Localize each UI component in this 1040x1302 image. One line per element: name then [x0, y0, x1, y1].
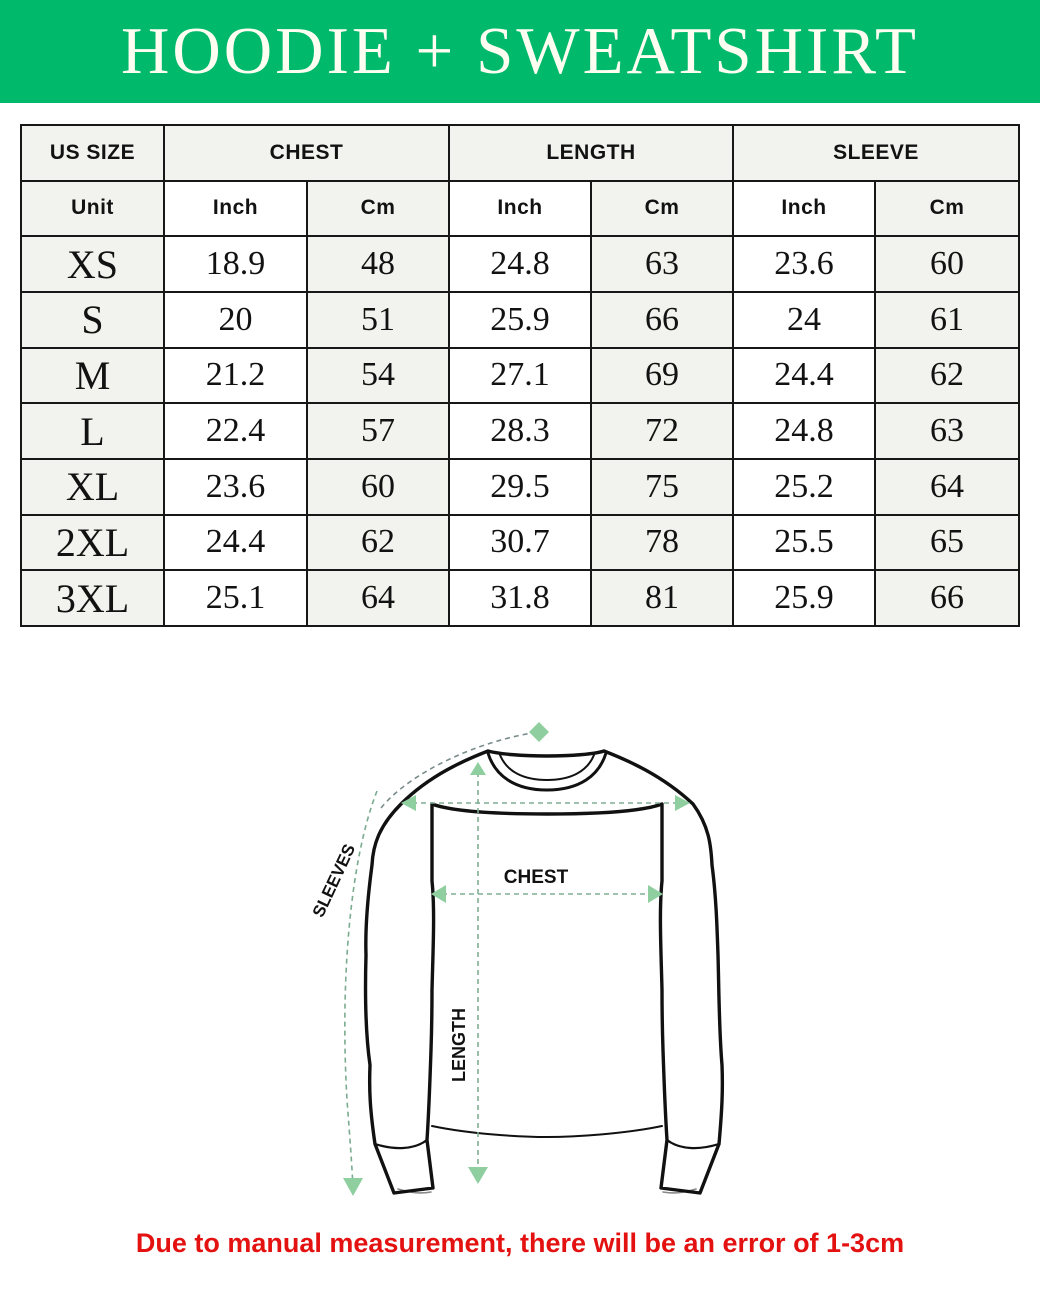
- svg-text:LENGTH: LENGTH: [449, 1008, 469, 1082]
- svg-text:CHEST: CHEST: [504, 867, 569, 888]
